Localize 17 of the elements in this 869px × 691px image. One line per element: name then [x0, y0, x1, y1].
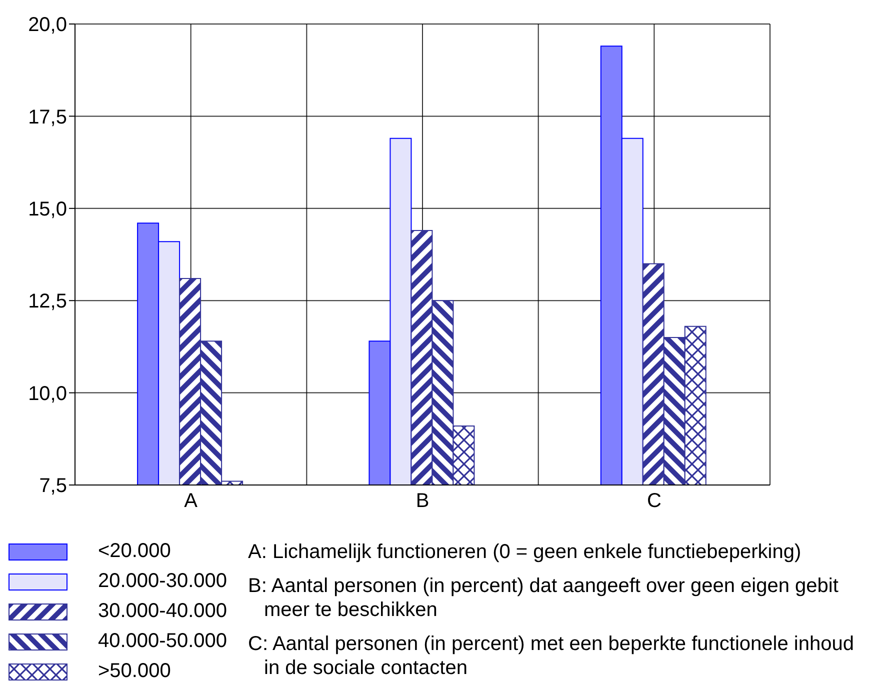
y-tick-label: 10,0: [28, 382, 67, 405]
text: B: Aantal personen (in percent) dat aangeeft over geen eigen gebit meer te beschikken: [248, 574, 840, 622]
x-tick-label: C: [646, 490, 662, 512]
legend-label: 30.000-40.000: [98, 600, 228, 623]
text: C: Aantal personen (in percent) met een beperkte functionele inhoud in de sociale contacten: [248, 632, 855, 680]
y-tick-label: 17,5: [28, 106, 67, 128]
legend-label: 40.000-50.000: [98, 630, 228, 653]
legend-label: >50.000: [98, 660, 172, 683]
y-tick-label: 7,5: [39, 475, 67, 498]
x-tick-label: A: [184, 490, 198, 512]
text: A: Lichamelijk functioneren (0 = geen enkele functiebeperking): [248, 540, 802, 564]
y-tick-label: 15,0: [28, 198, 67, 220]
y-tick-label: 12,5: [28, 290, 67, 313]
legend-label: <20.000: [98, 540, 172, 563]
x-tick-label: B: [416, 490, 430, 512]
y-tick-label: 20,0: [28, 14, 67, 36]
legend-label: 20.000-30.000: [98, 570, 228, 593]
